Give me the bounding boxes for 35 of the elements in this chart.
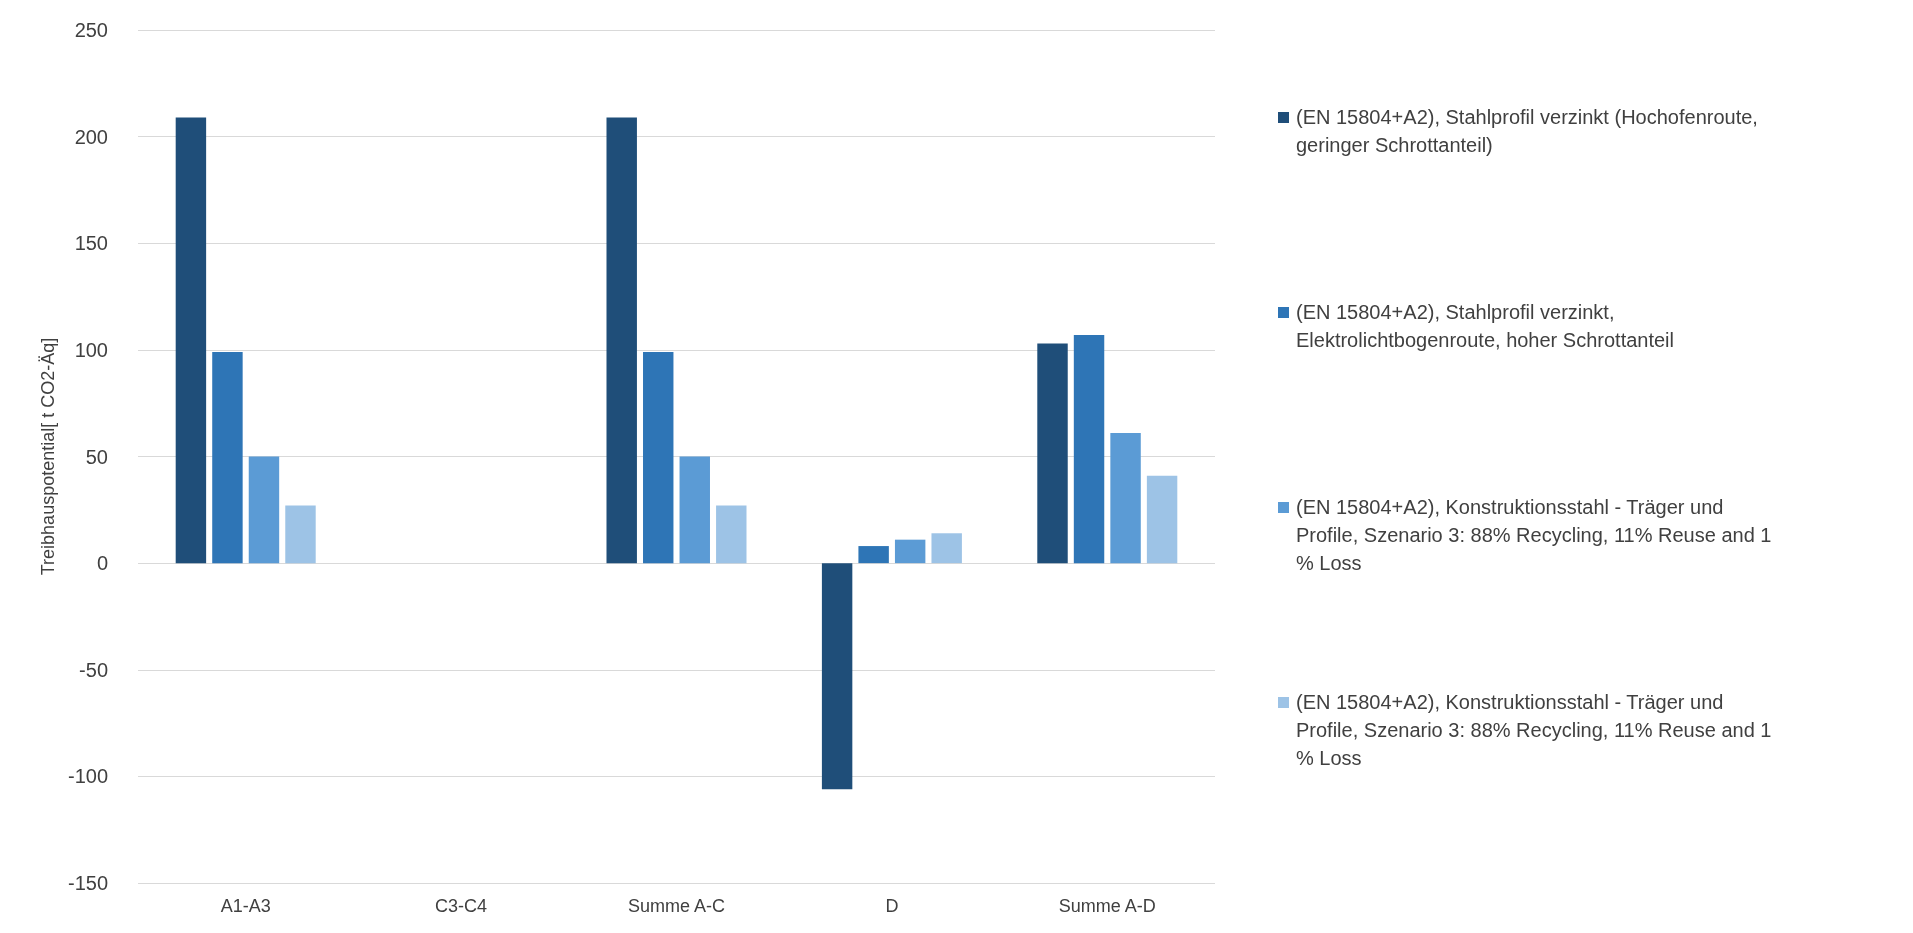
x-tick-label: D <box>885 896 899 916</box>
bar <box>821 563 853 790</box>
y-tick-label: -100 <box>67 765 108 788</box>
bar <box>248 456 280 564</box>
bar <box>858 546 889 564</box>
bar <box>679 456 710 564</box>
y-tick-label: 0 <box>96 552 108 575</box>
x-tick-label: A1-A3 <box>220 896 271 916</box>
bar <box>716 505 747 564</box>
y-tick-label: 200 <box>74 125 108 148</box>
bar <box>643 352 674 564</box>
bar <box>1110 433 1141 564</box>
x-tick-label: Summe A-D <box>1058 896 1156 916</box>
y-tick-label: 100 <box>74 338 108 361</box>
legend-label: (EN 15804+A2), Konstruktionsstahl - Träger und Profile, Szenario 3: 88% Recycling, 11% Reuse and 1 % Loss <box>1296 691 1772 769</box>
bar <box>1037 343 1068 564</box>
x-tick-label: C3-C4 <box>435 896 488 916</box>
bar <box>285 505 316 564</box>
legend-label: (EN 15804+A2), Konstruktionsstahl - Träger und Profile, Szenario 3: 88% Recycling, 11% Reuse and 1 % Loss <box>1296 496 1772 574</box>
y-tick-label: -50 <box>79 658 108 681</box>
bar <box>1146 475 1178 564</box>
y-tick-label: 250 <box>74 19 108 41</box>
y-tick-label: -150 <box>67 872 108 894</box>
legend-label: (EN 15804+A2), Stahlprofil verzinkt (Hochofenroute, geringer Schrottanteil) <box>1296 106 1758 156</box>
legend-label: (EN 15804+A2), Stahlprofil verzinkt, Elektrolichtbogenroute, hoher Schrottanteil <box>1296 301 1675 351</box>
x-tick-label: Summe A-C <box>627 896 726 916</box>
bar <box>175 117 207 564</box>
bar <box>894 539 926 564</box>
y-tick-label: 150 <box>74 232 108 255</box>
y-tick-label: 50 <box>85 445 108 468</box>
y-axis-title: Treibhauspotential[ t CO2-Äq] <box>38 337 59 576</box>
bar <box>1073 334 1105 564</box>
bar <box>606 117 637 564</box>
bar <box>212 352 243 564</box>
bar <box>931 533 962 564</box>
